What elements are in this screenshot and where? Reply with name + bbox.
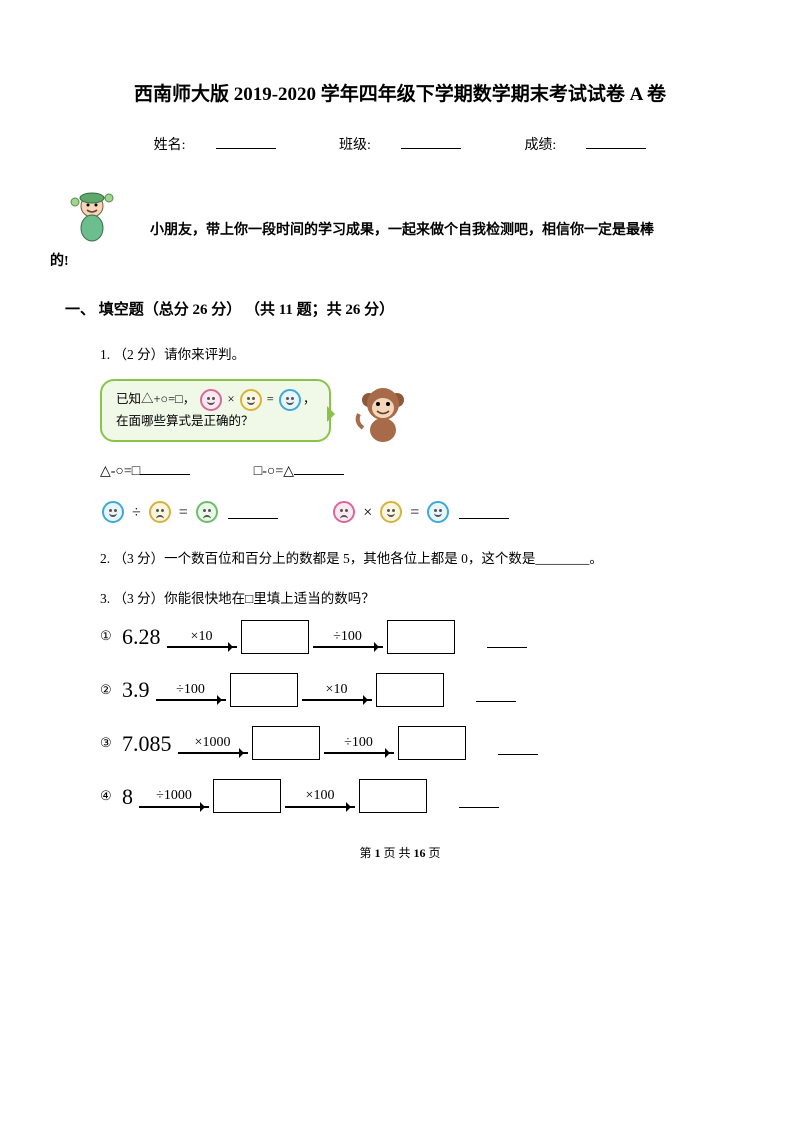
- q1-eq-row: △-○=□ □-○=△: [100, 461, 735, 484]
- answer-box[interactable]: [398, 726, 466, 760]
- eq1: △-○=□: [100, 461, 190, 483]
- pink-face-icon: [333, 501, 355, 523]
- blue-face-icon: [102, 501, 124, 523]
- answer-box[interactable]: [376, 673, 444, 707]
- chain-1: ① 6.28 ×10 ÷100: [100, 619, 735, 654]
- chain-start: 3.9: [122, 672, 150, 707]
- arrow-block: ÷100: [324, 732, 394, 754]
- answer-blank[interactable]: [459, 794, 499, 808]
- answer-box[interactable]: [359, 779, 427, 813]
- q1-bubble-row: 已知△+○=□， × = ， 在面哪些算式是正确的？: [100, 378, 735, 443]
- arrow-block: ×10: [167, 626, 237, 648]
- page-footer: 第 1 页 共 16 页: [65, 844, 735, 863]
- chain-4: ④ 8 ÷1000 ×100: [100, 779, 735, 814]
- arrow-block: ×10: [302, 679, 372, 701]
- answer-blank[interactable]: [487, 635, 527, 649]
- op-label: ÷100: [344, 732, 373, 754]
- answer-blank[interactable]: [498, 741, 538, 755]
- section-heading: 一、 填空题（总分 26 分） （共 11 题；共 26 分）: [65, 298, 735, 322]
- op-label: ×10: [191, 626, 213, 648]
- chain-3: ③ 7.085 ×1000 ÷100: [100, 726, 735, 761]
- question-2: 2. （3 分）一个数百位和百分上的数都是 5，其他各位上都是 0，这个数是__…: [100, 548, 735, 570]
- speech-bubble: 已知△+○=□， × = ， 在面哪些算式是正确的？: [100, 379, 331, 442]
- answer-blank[interactable]: [476, 688, 516, 702]
- intro-text-2: 的!: [50, 251, 735, 273]
- op-label: ÷100: [176, 679, 205, 701]
- question-3: 3. （3 分）你能很快地在□里填上适当的数吗？ ① 6.28 ×10 ÷100…: [100, 588, 735, 814]
- eq2: □-○=△: [254, 461, 344, 483]
- chain-label: ④: [100, 786, 122, 807]
- chain-label: ②: [100, 680, 122, 701]
- face-eq-1: ÷ =: [100, 500, 278, 526]
- op-label: ÷100: [333, 626, 362, 648]
- chain-start: 8: [122, 779, 133, 814]
- chain-2: ② 3.9 ÷100 ×10: [100, 672, 735, 707]
- score-label: 成绩:: [509, 138, 661, 153]
- blue-face-icon: [279, 389, 301, 411]
- yellow-face-icon: [240, 389, 262, 411]
- green-face-icon: [196, 501, 218, 523]
- class-label: 班级:: [324, 138, 476, 153]
- arrow-block: ×1000: [178, 732, 248, 754]
- pink-face-icon: [200, 389, 222, 411]
- face-eq-2: × =: [331, 500, 509, 526]
- chain-label: ③: [100, 733, 122, 754]
- chain-start: 6.28: [122, 619, 161, 654]
- answer-box[interactable]: [387, 620, 455, 654]
- chain-start: 7.085: [122, 726, 172, 761]
- yellow-face-icon: [149, 501, 171, 523]
- answer-box[interactable]: [252, 726, 320, 760]
- monkey-icon: [353, 378, 413, 443]
- name-label: 姓名:: [139, 138, 291, 153]
- yellow-face-icon: [380, 501, 402, 523]
- op-label: ×100: [306, 785, 335, 807]
- op-label: ×1000: [195, 732, 231, 754]
- bubble-line1: 已知△+○=□，: [116, 392, 195, 406]
- q3-stem: 3. （3 分）你能很快地在□里填上适当的数吗？: [100, 588, 735, 610]
- arrow-block: ÷100: [313, 626, 383, 648]
- bubble-line2: 在面哪些算式是正确的？: [116, 414, 254, 428]
- page-title: 西南师大版 2019-2020 学年四年级下学期数学期末考试试卷 A 卷: [65, 80, 735, 110]
- intro-text-1: 小朋友，带上你一段时间的学习成果，一起来做个自我检测吧，相信你一定是最棒: [150, 220, 654, 242]
- student-info-line: 姓名: 班级: 成绩:: [65, 135, 735, 157]
- arrow-block: ×100: [285, 785, 355, 807]
- op-label: ÷1000: [156, 785, 192, 807]
- answer-box[interactable]: [213, 779, 281, 813]
- q1-face-row: ÷ = × =: [100, 500, 735, 530]
- mascot-icon: [65, 188, 120, 243]
- chain-label: ①: [100, 626, 122, 647]
- blue-face-icon: [427, 501, 449, 523]
- question-1: 1. （2 分）请你来评判。 已知△+○=□， × = ， 在面哪些算式是正确的…: [100, 344, 735, 530]
- arrow-block: ÷100: [156, 679, 226, 701]
- intro-row: 小朋友，带上你一段时间的学习成果，一起来做个自我检测吧，相信你一定是最棒: [65, 188, 735, 243]
- arrow-block: ÷1000: [139, 785, 209, 807]
- answer-box[interactable]: [241, 620, 309, 654]
- op-label: ×10: [326, 679, 348, 701]
- q1-stem: 1. （2 分）请你来评判。: [100, 344, 735, 366]
- answer-box[interactable]: [230, 673, 298, 707]
